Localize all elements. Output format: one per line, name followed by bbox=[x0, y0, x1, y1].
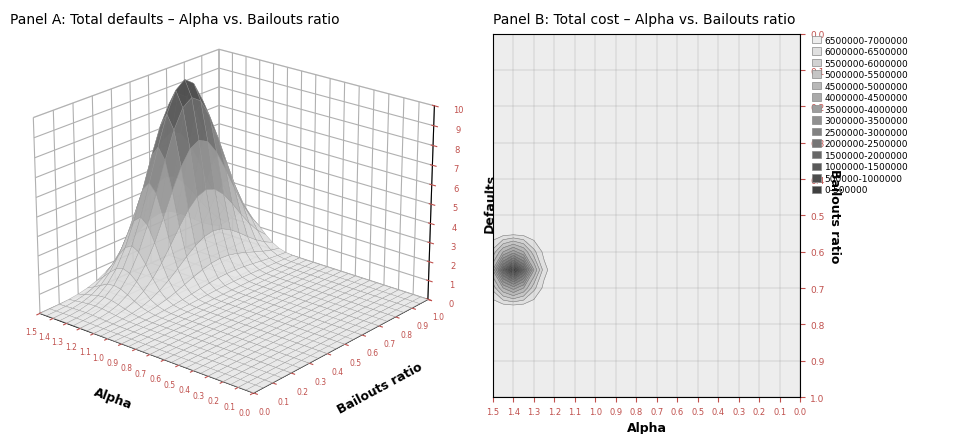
Text: Panel A: Total defaults – Alpha vs. Bailouts ratio: Panel A: Total defaults – Alpha vs. Bail… bbox=[10, 13, 340, 27]
Y-axis label: Bailouts ratio: Bailouts ratio bbox=[336, 360, 425, 416]
X-axis label: Alpha: Alpha bbox=[627, 421, 667, 434]
Y-axis label: Bailouts ratio: Bailouts ratio bbox=[828, 169, 841, 263]
Text: Panel B: Total cost – Alpha vs. Bailouts ratio: Panel B: Total cost – Alpha vs. Bailouts… bbox=[493, 13, 795, 27]
Legend: 6500000-7000000, 6000000-6500000, 5500000-6000000, 5000000-5500000, 4500000-5000: 6500000-7000000, 6000000-6500000, 550000… bbox=[811, 36, 910, 196]
X-axis label: Alpha: Alpha bbox=[92, 385, 134, 411]
